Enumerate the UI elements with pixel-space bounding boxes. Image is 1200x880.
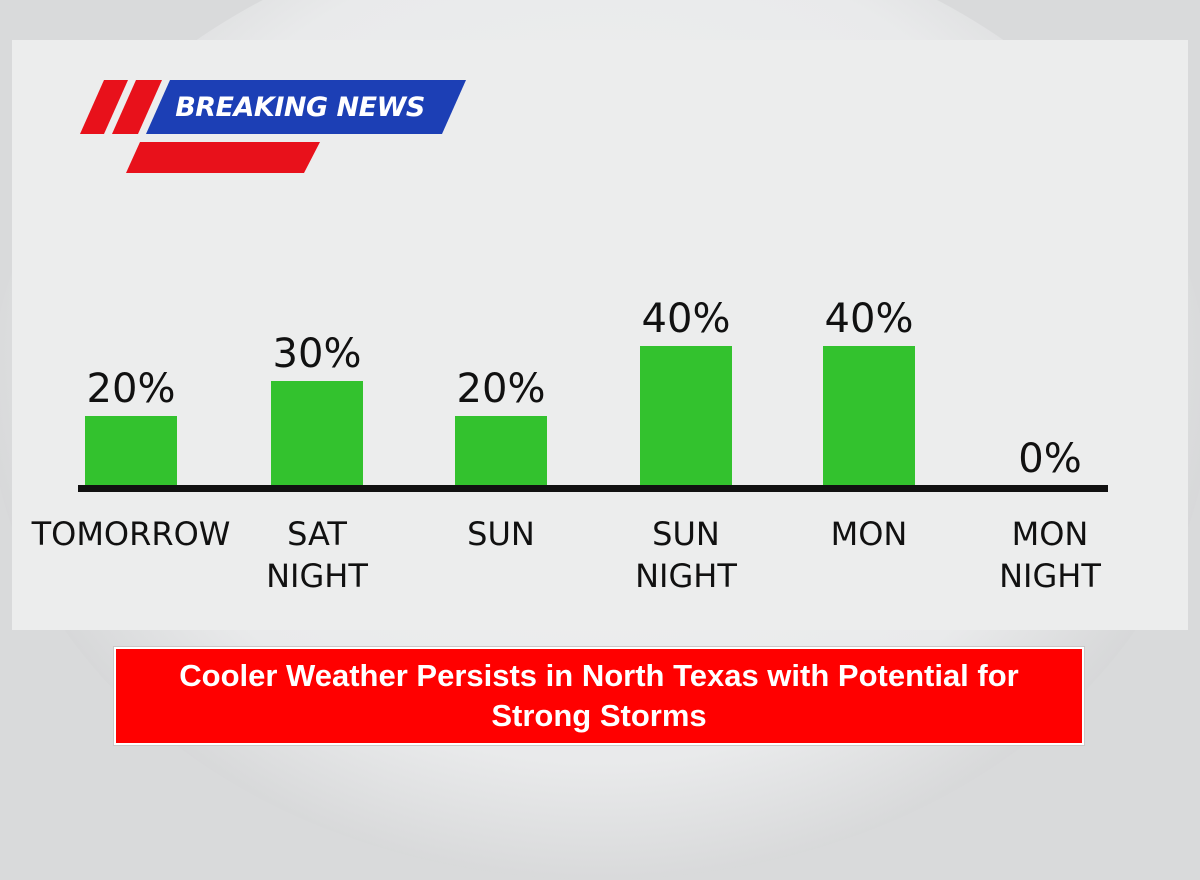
bar-0 [85,416,177,486]
bar-3 [640,346,732,486]
value-label-3: 40% [642,296,731,342]
value-label-5: 0% [1018,436,1081,482]
bar-2 [455,416,547,486]
category-label-5-line-0: MON [1012,515,1089,553]
category-label-2-line-0: SUN [467,515,535,553]
headline-banner: Cooler Weather Persists in North Texas w… [113,646,1085,746]
category-label-1-line-1: NIGHT [266,557,368,595]
value-label-4: 40% [825,296,914,342]
value-label-2: 20% [457,366,546,412]
bar-1 [271,381,363,486]
category-labels-layer: TOMORROW SAT NIGHT SUN SUN NIGHT MON MON NIGHT [31,515,1102,595]
category-label-1-line-0: SAT [287,515,347,553]
category-label-3-line-1: NIGHT [635,557,737,595]
bar-4 [823,346,915,486]
chart-panel [12,40,1188,630]
x-axis-baseline [78,485,1108,492]
category-label-5-line-1: NIGHT [999,557,1101,595]
category-label-4-line-0: MON [831,515,908,553]
bars-layer [85,346,915,486]
category-label-3-line-0: SUN [652,515,720,553]
value-label-1: 30% [273,331,362,377]
breaking-news-label: BREAKING NEWS [175,92,425,123]
value-labels-layer: 20% 30% 20% 40% 40% 0% [87,296,1082,482]
precipitation-chart: 20% 30% 20% 40% 40% 0% TOMORROW SAT NIGHT SUN SUN… [31,296,1108,595]
value-label-0: 20% [87,366,176,412]
headline-text: Cooler Weather Persists in North Texas w… [179,658,1019,733]
category-label-0-line-0: TOMORROW [31,515,231,553]
